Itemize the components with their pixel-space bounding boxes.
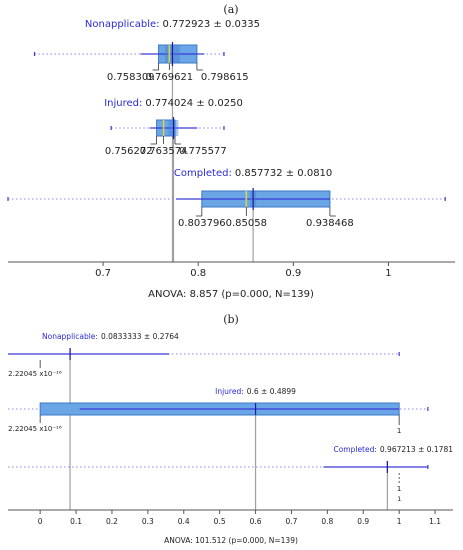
high-value-label: 1 [397, 427, 401, 435]
x-tick-label: 0.8 [190, 268, 206, 279]
group-name: Completed: [174, 168, 232, 179]
group-stat: 0.0833333 ± 0.2764 [101, 332, 179, 341]
group-name: Nonapplicable: [42, 332, 98, 341]
group-title: Nonapplicable: 0.772923 ± 0.0335 [85, 19, 260, 30]
value-label: 0.763574 [140, 146, 188, 157]
x-tick-label: 0.9 [285, 268, 301, 279]
x-tick-label: 0.5 [214, 517, 226, 526]
x-tick-label: 0 [38, 517, 43, 526]
group-name: Injured: [104, 98, 142, 109]
panel-b: (b) Nonapplicable: 0.0833333 ± 0.2764 2.220… [8, 313, 453, 545]
group-1: Injured: 0.774024 ± 0.0250 0.7562720.76357… [104, 98, 243, 157]
value-label: 0.775577 [179, 146, 227, 157]
x-tick-label: 0.3 [142, 517, 154, 526]
value-label: 0.758309 [107, 72, 155, 83]
group-title: Injured: 0.774024 ± 0.0250 [104, 98, 243, 109]
group-name: Nonapplicable: [85, 19, 160, 30]
group-1: Injured: 0.6 ± 0.4899 2.22045 x10⁻¹⁶ 1 [8, 387, 429, 435]
x-tick-label: 1.1 [429, 517, 441, 526]
group-stat: 0.857732 ± 0.0810 [235, 168, 332, 179]
group-title: Injured: 0.6 ± 0.4899 [215, 387, 296, 396]
value-label: 0.938468 [306, 218, 354, 229]
panel-a-label: (a) [223, 3, 238, 16]
group-name: Completed: [333, 445, 376, 454]
panel-a: (a) Nonapplicable: 0.772923 ± 0.0335 0.7583… [7, 3, 455, 300]
group-0: Nonapplicable: 0.0833333 ± 0.2764 2.22045 … [8, 332, 400, 378]
low-value-label: 2.22045 x10⁻¹⁶ [8, 370, 62, 378]
x-tick-label: 1 [397, 517, 402, 526]
x-tick-label: 0.7 [95, 268, 111, 279]
x-tick-label: 1 [385, 268, 391, 279]
x-tick-label: 0.2 [106, 517, 118, 526]
group-stat: 0.967213 ± 0.1781 [380, 445, 453, 454]
value-label: 0.85058 [226, 218, 267, 229]
x-tick-label: 0.8 [321, 517, 333, 526]
group-0: Nonapplicable: 0.772923 ± 0.03350.7583090… [33, 19, 260, 83]
value-label: 0.756272 [105, 146, 153, 157]
x-axis-title: ANOVA: 8.857 (p=0.000, N=139) [148, 289, 314, 300]
group-title: Nonapplicable: 0.0833333 ± 0.2764 [42, 332, 179, 341]
group-stat: 0.772923 ± 0.0335 [163, 19, 260, 30]
group-title: Completed: 0.967213 ± 0.1781 [333, 445, 453, 454]
group-stat: 0.774024 ± 0.0250 [145, 98, 242, 109]
group-title: Completed: 0.857732 ± 0.0810 [174, 168, 332, 179]
x-tick-label: 0.1 [70, 517, 82, 526]
group-2: Completed: 0.857732 ± 0.0810 0.803796 0.850… [7, 168, 446, 229]
value-label: 0.798615 [201, 72, 249, 83]
x-tick-label: 0.6 [250, 517, 262, 526]
high-value-label-2: 1 [397, 495, 401, 503]
low-value-label: 2.22045 x10⁻¹⁶ [8, 425, 62, 433]
group-name: Injured: [215, 387, 244, 396]
group-stat: 0.6 ± 0.4899 [247, 387, 296, 396]
x-axis-title: ANOVA: 101.512 (p=0.000, N=139) [164, 536, 298, 545]
x-tick-label: 0.9 [357, 517, 369, 526]
x-tick-label: 0.7 [285, 517, 297, 526]
value-label: 0.803796 [178, 218, 226, 229]
panel-b-label: (b) [223, 313, 239, 326]
group-2: Completed: 0.967213 ± 0.1781 1 1 [8, 445, 453, 503]
x-tick-label: 0.4 [178, 517, 190, 526]
value-label: 0.769621 [145, 72, 193, 83]
high-value-label: 1 [397, 485, 401, 493]
